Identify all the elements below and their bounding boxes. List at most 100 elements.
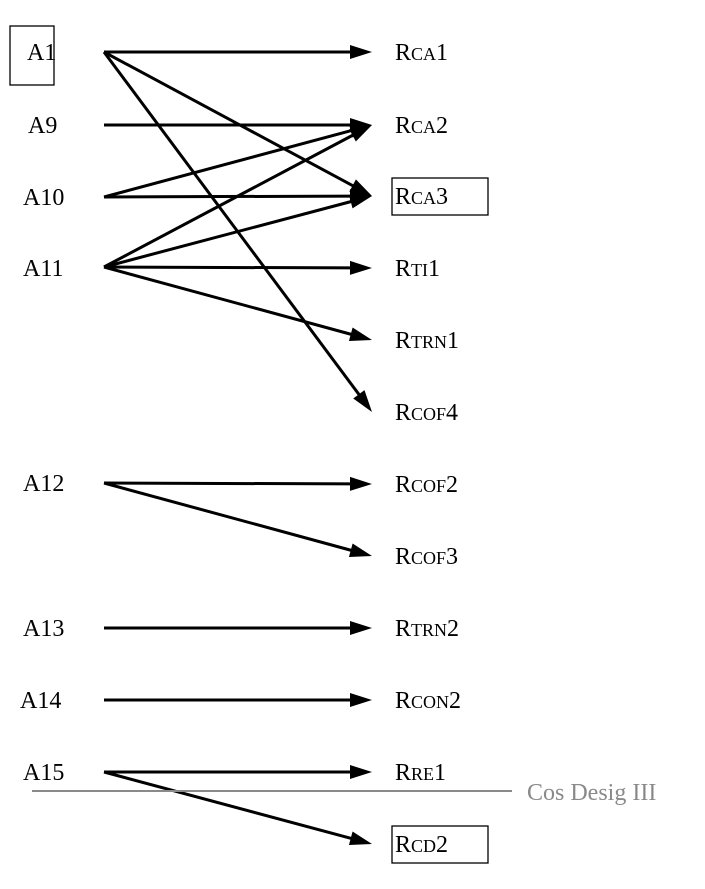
label-smallcaps: RE — [411, 764, 434, 784]
left-node-label: A11 — [23, 256, 63, 282]
left-node-a9: A9 — [28, 113, 57, 139]
right-node-rcof3: RCOF3 — [395, 544, 458, 570]
left-node-label: A15 — [23, 760, 64, 786]
edge-line — [102, 51, 362, 397]
label-smallcaps: CD — [411, 836, 436, 856]
right-node-rcd2: RCD2 — [391, 825, 489, 864]
left-node-a1: A1 — [9, 25, 56, 86]
edge-a14-rcon2 — [104, 693, 372, 707]
edge-line — [103, 481, 353, 486]
label-smallcaps: TI — [411, 260, 428, 280]
right-node-rca1: RCA1 — [395, 40, 448, 66]
edge-a15-rcd2 — [103, 770, 372, 846]
edge-a15-rre1 — [104, 765, 372, 779]
label-suffix: 1 — [434, 760, 446, 786]
highlight-box — [9, 25, 55, 86]
edge-a9-rca2 — [104, 118, 372, 132]
edge-a13-rtrn2 — [104, 621, 372, 635]
label-smallcaps: CA — [411, 117, 436, 137]
label-suffix: 3 — [446, 544, 458, 570]
label-prefix: R — [395, 832, 411, 858]
right-node-rca2: RCA2 — [395, 113, 448, 139]
label-smallcaps: TRN — [411, 332, 447, 352]
right-node-rtrn2: RTRN2 — [395, 616, 459, 642]
label-smallcaps: COF — [411, 476, 446, 496]
left-node-column: A1 A9 A10 A11 A12 A13 A14 A15 — [9, 25, 64, 786]
arrowhead — [350, 45, 372, 59]
right-node-label: RCD2 — [395, 832, 448, 858]
left-node-a13: A13 — [23, 616, 64, 642]
right-node-label: RCA2 — [395, 113, 448, 139]
label-prefix: R — [395, 688, 411, 714]
highlight-box — [391, 825, 489, 864]
right-node-label: RCOF4 — [395, 400, 458, 426]
arrowhead — [349, 476, 372, 491]
label-suffix: 1 — [436, 40, 448, 66]
footer-caption: Cos Desig III — [527, 780, 656, 806]
edge-line — [103, 481, 354, 553]
label-prefix: R — [395, 256, 411, 282]
label-suffix: 4 — [446, 400, 458, 426]
label-suffix: 2 — [449, 688, 461, 714]
arrowhead — [348, 831, 372, 846]
label-prefix: R — [395, 40, 411, 66]
arrowhead — [350, 621, 372, 635]
label-suffix: 2 — [436, 113, 448, 139]
arrowhead — [348, 327, 372, 341]
edge-line — [103, 50, 356, 188]
right-node-rtrn1: RTRN1 — [395, 328, 459, 354]
arrowhead — [350, 765, 372, 779]
left-node-label: A12 — [23, 471, 64, 497]
label-suffix: 1 — [428, 256, 440, 282]
right-node-label: RCA3 — [395, 184, 448, 210]
label-prefix: R — [395, 400, 411, 426]
right-node-label: RCON2 — [395, 688, 461, 714]
arrowhead — [349, 125, 372, 142]
label-prefix: R — [395, 760, 411, 786]
label-prefix: R — [395, 184, 411, 210]
label-smallcaps: TRN — [411, 620, 447, 640]
label-suffix: 2 — [447, 616, 459, 642]
right-node-rcof2: RCOF2 — [395, 472, 458, 498]
arrowhead — [350, 693, 372, 707]
edge-line — [103, 199, 354, 269]
right-node-label: RTRN2 — [395, 616, 459, 642]
label-suffix: 1 — [447, 328, 459, 354]
right-node-label: RCOF3 — [395, 544, 458, 570]
left-node-label: A14 — [20, 688, 61, 714]
edge-line — [103, 194, 353, 199]
label-smallcaps: CA — [411, 44, 436, 64]
label-prefix: R — [395, 616, 411, 642]
edge-line — [103, 770, 354, 841]
right-node-label: RTRN1 — [395, 328, 459, 354]
edge-a12-rcof2 — [103, 476, 372, 491]
label-suffix: 2 — [436, 832, 448, 858]
edge-line — [103, 128, 354, 199]
arrowhead — [353, 390, 372, 412]
label-prefix: R — [395, 113, 411, 139]
edge-a11-rca2 — [103, 125, 372, 269]
label-prefix: R — [395, 472, 411, 498]
label-smallcaps: COF — [411, 404, 446, 424]
left-node-a11: A11 — [23, 256, 63, 282]
edge-line — [103, 265, 354, 337]
right-node-label: RCA1 — [395, 40, 448, 66]
right-node-rti1: RTI1 — [395, 256, 440, 282]
label-prefix: R — [395, 328, 411, 354]
arrowhead — [349, 260, 372, 275]
edge-a1-rca1 — [104, 45, 372, 59]
label-smallcaps: COF — [411, 548, 446, 568]
left-node-a14: A14 — [20, 688, 61, 714]
edge-a11-rti1 — [103, 260, 372, 275]
right-node-label: RTI1 — [395, 256, 440, 282]
right-node-column: RCA1RCA2RCA3RTI1RTRN1RCOF4RCOF2RCOF3RTRN… — [391, 40, 489, 864]
edge-layer — [102, 45, 372, 846]
right-node-rca3: RCA3 — [391, 177, 489, 216]
label-smallcaps: CON — [411, 692, 449, 712]
right-node-rcof4: RCOF4 — [395, 400, 458, 426]
arrowhead — [348, 543, 372, 557]
left-node-a10: A10 — [23, 185, 64, 211]
right-node-rre1: RRE1 — [395, 760, 446, 786]
edge-a12-rcof3 — [103, 481, 372, 557]
